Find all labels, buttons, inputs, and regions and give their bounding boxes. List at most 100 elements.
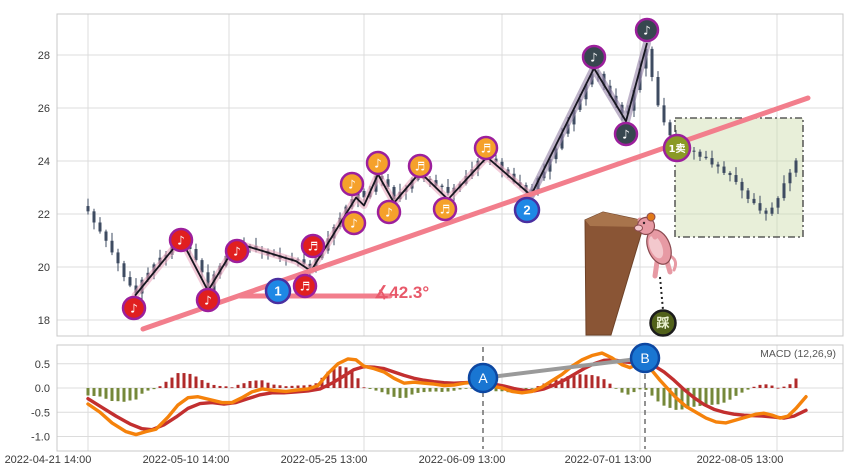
- sell-badge[interactable]: 1卖: [662, 133, 692, 163]
- sequence-marker-2[interactable]: 2: [513, 196, 541, 224]
- candle-body: [716, 164, 720, 167]
- macd-hist-bar-negative: [416, 388, 420, 393]
- step-badge-dotted-line: [659, 276, 664, 311]
- note-marker[interactable]: ♪: [224, 238, 250, 264]
- note-marker[interactable]: ♪: [613, 121, 639, 147]
- note-marker[interactable]: ♪: [376, 199, 402, 225]
- price-ytick-label: 28: [38, 50, 50, 62]
- candle-body: [362, 190, 366, 198]
- sequence-marker-circle: [513, 196, 541, 224]
- sequence-marker-1[interactable]: 1: [264, 277, 292, 305]
- price-ytick-label: 26: [38, 103, 50, 115]
- macd-hist-bar-negative: [386, 388, 390, 395]
- note-marker[interactable]: ♬: [300, 233, 326, 259]
- macd-hist-bar-positive: [182, 373, 186, 388]
- macd-hist-bar-positive: [188, 373, 192, 388]
- trend-line-diagonal[interactable]: [140, 95, 811, 332]
- macd-panel-border: [56, 344, 844, 452]
- macd-hist-bar-negative: [680, 388, 684, 410]
- note-marker[interactable]: ♪: [168, 227, 194, 253]
- sequence-marker-label: 1: [274, 284, 281, 299]
- macd-ytick-label: 0.5: [35, 359, 50, 371]
- macd-hist-bar-positive: [248, 381, 252, 388]
- macd-hist-bar-negative: [146, 388, 150, 391]
- cliff-illustration: [584, 211, 646, 336]
- macd-hist-bar-negative: [404, 388, 408, 398]
- macd-hist-bar-positive: [230, 387, 234, 389]
- music-note-icon: ♪: [350, 217, 358, 231]
- macd-hist-bar-negative: [98, 388, 102, 397]
- macd-hist-bar-negative: [746, 388, 750, 390]
- note-marker-circle: [341, 210, 367, 236]
- note-marker[interactable]: ♪: [341, 210, 367, 236]
- macd-point-marker-B[interactable]: B: [629, 342, 661, 374]
- candle-body: [722, 166, 726, 173]
- music-note-icon: ♬: [481, 142, 492, 156]
- note-marker[interactable]: ♪: [365, 150, 391, 176]
- price-panel: 28 26 24 22 20 18 踩 ♪ ♪ ♪ ♪ ♬ ♬ ♪ ♪ ♪ ♪ ♬ ♬ ♬ ♪ ♪ ♪ 1 2 1卖: [38, 13, 844, 451]
- macd-hist-bar-negative: [374, 388, 378, 391]
- note-marker[interactable]: ♪: [339, 171, 365, 197]
- note-marker[interactable]: ♪: [581, 44, 607, 70]
- candle-body: [122, 263, 126, 278]
- macd-hist-bar-negative: [122, 388, 126, 402]
- macd-hist-bar-negative: [446, 388, 450, 392]
- candle-body: [386, 179, 390, 187]
- macd-hist-bar-positive: [302, 385, 306, 388]
- macd-dif-line: [86, 351, 808, 437]
- step-badge[interactable]: 踩: [649, 309, 677, 337]
- candle-body: [746, 190, 750, 199]
- macd-hist-bar-positive: [590, 375, 594, 388]
- candle-body: [668, 122, 672, 136]
- note-marker[interactable]: ♬: [473, 135, 499, 161]
- note-marker[interactable]: ♬: [407, 153, 433, 179]
- price-ytick-label: 24: [38, 156, 50, 168]
- macd-params-label: MACD (12,26,9): [760, 348, 836, 360]
- macd-hist-bar-negative: [620, 388, 624, 393]
- macd-hist-bar-positive: [284, 386, 288, 388]
- note-marker[interactable]: ♪: [121, 295, 147, 321]
- candle-body: [740, 181, 744, 191]
- candle-body: [752, 198, 756, 204]
- macd-hist-bar-negative: [494, 388, 498, 392]
- macd-point-marker-A[interactable]: A: [467, 362, 499, 394]
- candle-body: [692, 150, 696, 152]
- candle-body: [92, 211, 96, 223]
- x-axis: 2022-04-21 14:00 2022-05-10 14:00 2022-05-…: [5, 454, 784, 466]
- macd-hist-bar-negative: [686, 388, 690, 409]
- note-marker[interactable]: ♪: [634, 17, 660, 43]
- candle-body: [650, 48, 654, 77]
- macd-hist-bar-positive: [206, 382, 210, 388]
- macd-hist-bar-positive: [788, 384, 792, 388]
- note-marker[interactable]: ♬: [292, 273, 318, 299]
- macd-hist-bar-negative: [140, 388, 144, 394]
- animal-snout: [634, 224, 643, 232]
- note-marker-circle: [581, 44, 607, 70]
- note-marker-circle: [407, 153, 433, 179]
- macd-hist-bar-negative: [656, 388, 660, 402]
- macd-hist-bar-negative: [104, 388, 108, 399]
- macd-hist-bar-positive: [278, 385, 282, 388]
- note-marker[interactable]: ♪: [195, 287, 221, 313]
- macd-hist-bar-positive: [236, 384, 240, 388]
- ab-connector-line: [481, 356, 647, 380]
- note-marker[interactable]: ♬: [432, 196, 458, 222]
- candle-body: [782, 183, 786, 199]
- candle-body: [758, 203, 762, 211]
- note-marker-circle: [473, 135, 499, 161]
- note-marker-circle: [339, 171, 365, 197]
- macd-hist-bar-negative: [128, 388, 132, 401]
- macd-hist-bar-positive: [200, 380, 204, 388]
- macd-hist-bar-positive: [224, 386, 228, 388]
- x-axis-label: 2022-05-25 13:00: [281, 454, 368, 466]
- macd-hist-bar-positive: [218, 385, 222, 388]
- step-badge-label: 踩: [656, 316, 669, 332]
- music-note-icon: ♪: [177, 234, 185, 248]
- macd-hist-bar-negative: [722, 388, 726, 403]
- music-note-icon: ♬: [440, 203, 451, 217]
- candle-body: [116, 252, 120, 264]
- cliff-face: [584, 211, 646, 336]
- macd-hist-bar-positive: [584, 374, 588, 388]
- candle-body: [776, 198, 780, 208]
